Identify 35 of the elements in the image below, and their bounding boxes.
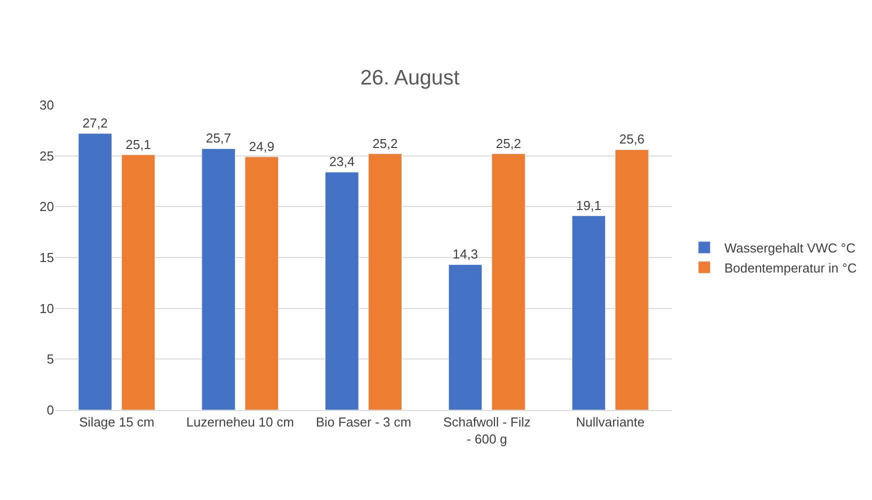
data-label: 24,9 [249, 138, 274, 154]
y-tick-label: 15 [40, 250, 54, 266]
x-tick-label: Luzerneheu 10 cm [186, 414, 294, 430]
bar [244, 156, 279, 410]
y-tick-label: 5 [46, 352, 54, 367]
y-tick-label: 25 [40, 148, 54, 164]
bar [572, 216, 606, 410]
x-tick-label: Schafwoll - Filz - 600 g [443, 414, 531, 446]
y-tick-label: 10 [40, 300, 54, 316]
data-label: 25,2 [372, 136, 398, 151]
x-tick-label: Silage 15 cm [79, 414, 154, 430]
data-label: 25,6 [619, 132, 645, 147]
bar [614, 149, 649, 410]
bar [492, 154, 526, 410]
data-label: 14,3 [452, 246, 478, 262]
legend-label: Wassergehalt VWC °C [724, 240, 856, 256]
chart-title: 26. August [360, 66, 460, 90]
bar [368, 154, 402, 410]
y-tick-label: 30 [40, 98, 54, 113]
bar [121, 154, 156, 410]
data-label: 25,2 [496, 136, 522, 151]
x-tick-label: Nullvariante [576, 414, 645, 430]
y-tick-label: 20 [40, 199, 54, 214]
data-label: 19,1 [576, 198, 602, 213]
y-tick-label: 0 [46, 402, 54, 418]
data-label: 25,7 [206, 130, 232, 146]
legend-label: Bodentemperatur in °C [724, 260, 857, 276]
data-label: 27,2 [82, 115, 108, 130]
data-label: 23,4 [329, 154, 355, 170]
data-label: 25,1 [126, 136, 151, 152]
bar [448, 264, 482, 410]
x-tick-label: Bio Faser - 3 cm [316, 414, 412, 430]
bar [78, 133, 112, 410]
bar [325, 172, 359, 410]
bar [202, 148, 236, 410]
